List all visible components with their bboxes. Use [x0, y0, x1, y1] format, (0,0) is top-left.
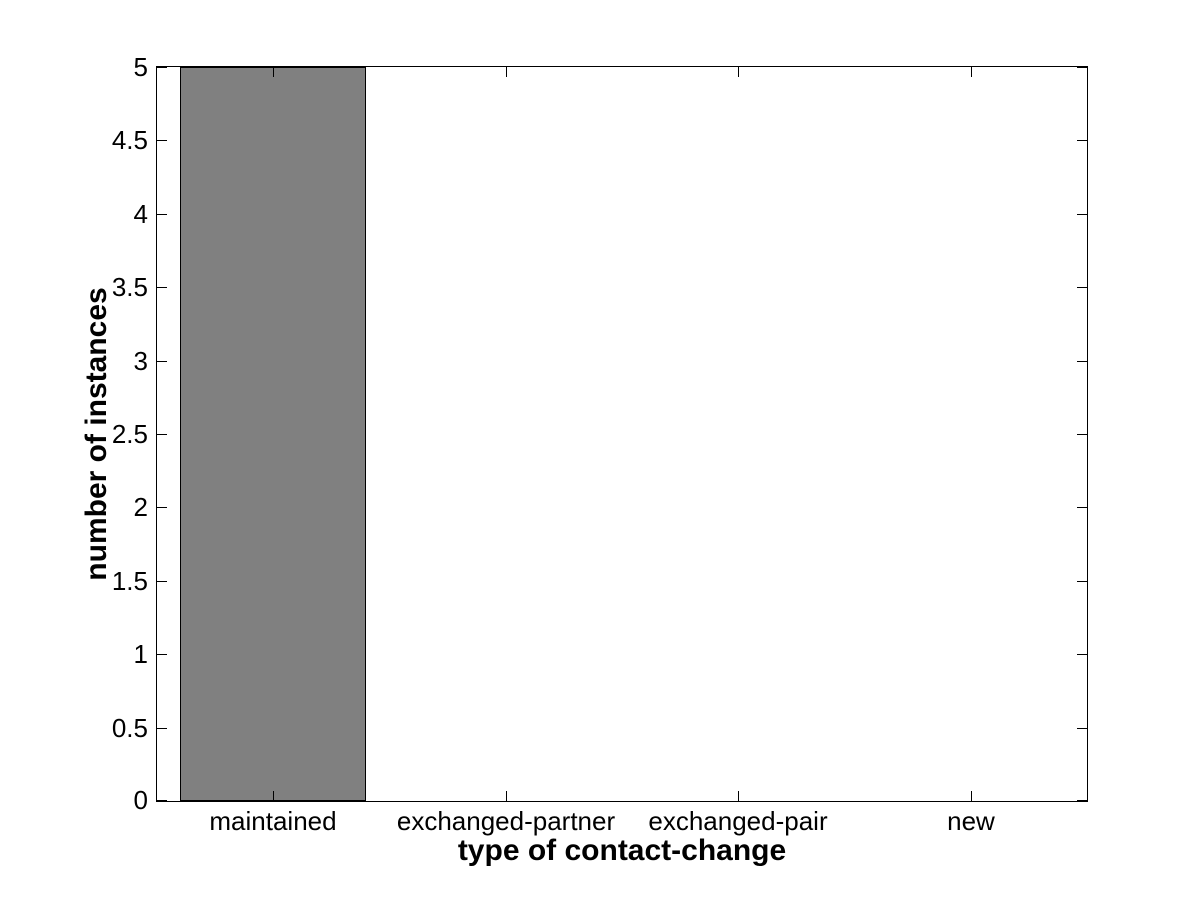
y-tick-left: [157, 361, 167, 362]
y-tick-left: [157, 434, 167, 435]
x-tick-bottom: [506, 791, 507, 801]
x-tick-top: [971, 67, 972, 77]
y-tick-label: 1.5: [111, 566, 148, 596]
x-tick-label: exchanged-pair: [648, 806, 828, 836]
y-tick-label: 3.5: [111, 272, 148, 302]
y-tick-label: 2.5: [111, 419, 148, 449]
y-tick-label: 1: [133, 639, 148, 669]
y-tick-label: 0: [133, 785, 148, 815]
y-tick-right: [1077, 140, 1087, 141]
x-axis-label: type of contact-change: [457, 834, 787, 867]
y-tick-left: [157, 800, 167, 801]
y-tick-left: [157, 287, 167, 288]
y-tick-right: [1077, 728, 1087, 729]
y-tick-right: [1077, 434, 1087, 435]
y-tick-label: 2: [133, 492, 148, 522]
y-tick-left: [157, 67, 167, 68]
y-tick-left: [157, 654, 167, 655]
y-tick-label: 4.5: [111, 125, 148, 155]
bars-layer: [157, 67, 1087, 801]
x-tick-bottom: [273, 791, 274, 801]
y-tick-left: [157, 214, 167, 215]
y-tick-left: [157, 140, 167, 141]
y-tick-left: [157, 507, 167, 508]
x-axis-tick-labels: maintained exchanged-partner exchanged-pai…: [157, 808, 1087, 838]
y-tick-label: 4: [133, 199, 148, 229]
y-axis-tick-labels: 0 0.5 1 1.5 2 2.5 3 3.5 4 4.5 5: [0, 54, 148, 813]
y-tick-right: [1077, 287, 1087, 288]
y-tick-left: [157, 728, 167, 729]
x-tick-label: exchanged-partner: [396, 806, 616, 836]
y-tick-right: [1077, 214, 1087, 215]
x-tick-bottom: [971, 791, 972, 801]
y-tick-right: [1077, 507, 1087, 508]
y-tick-right: [1077, 361, 1087, 362]
x-tick-top: [738, 67, 739, 77]
y-axis-label: number of instances: [80, 287, 113, 581]
x-tick-bottom: [738, 791, 739, 801]
bar-maintained: [180, 67, 366, 801]
y-tick-label: 3: [133, 346, 148, 376]
y-tick-right: [1077, 654, 1087, 655]
y-tick-label: 0.5: [111, 713, 148, 743]
x-tick-label: new: [947, 806, 995, 836]
y-tick-right: [1077, 581, 1087, 582]
x-tick-top: [273, 67, 274, 77]
y-tick-right: [1077, 800, 1087, 801]
y-tick-left: [157, 581, 167, 582]
y-tick-label: 5: [133, 52, 148, 82]
ticks-layer: [157, 67, 1087, 801]
y-tick-right: [1077, 67, 1087, 68]
x-tick-top: [506, 67, 507, 77]
plot-area: [156, 66, 1088, 802]
x-tick-label: maintained: [209, 806, 337, 836]
